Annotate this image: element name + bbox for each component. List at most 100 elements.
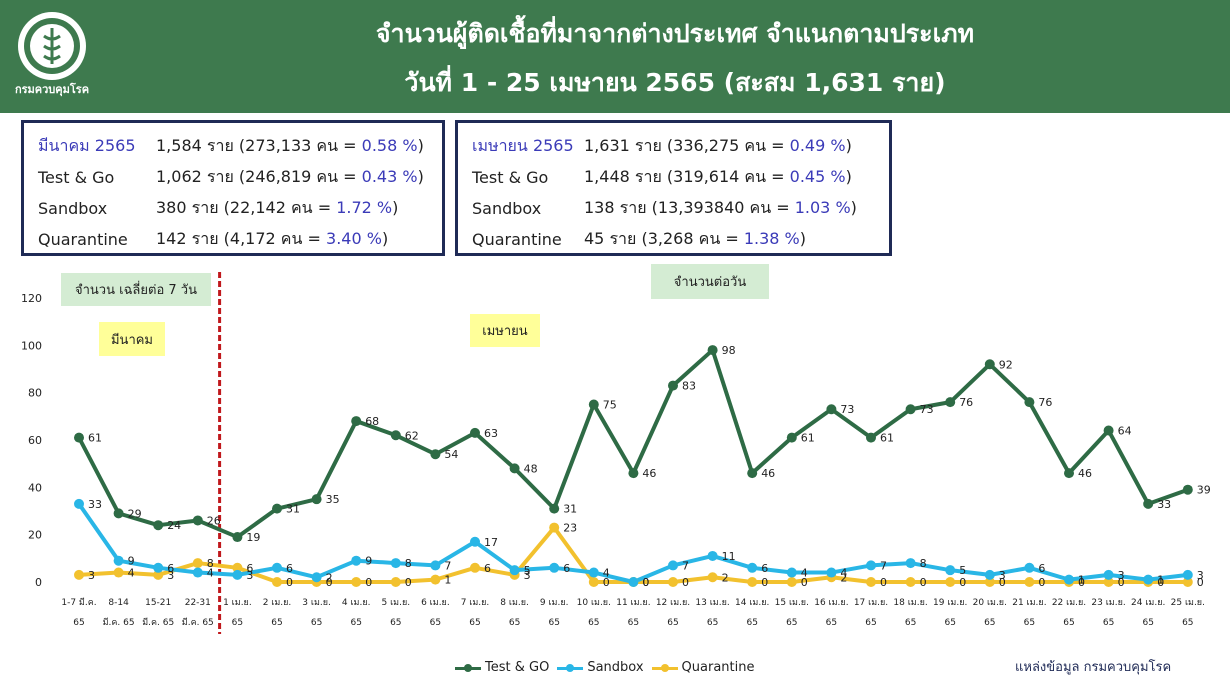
summary-row: Quarantine 45 ราย (3,268 คน = 1.38 %) bbox=[472, 224, 875, 255]
data-point bbox=[747, 577, 758, 587]
y-tick-label: 40 bbox=[28, 481, 42, 494]
data-point bbox=[588, 399, 599, 410]
data-point bbox=[866, 432, 876, 443]
x-tick-label: 65 bbox=[667, 618, 678, 628]
data-point bbox=[153, 520, 164, 531]
data-label: 0 bbox=[365, 576, 372, 589]
x-tick-label: 65 bbox=[905, 618, 916, 628]
summary-percent: 1.03 % bbox=[794, 198, 851, 217]
data-point bbox=[470, 427, 480, 438]
legend-label: Quarantine bbox=[681, 660, 755, 675]
x-tick-label: 65 bbox=[786, 618, 797, 628]
x-tick-label: 4 เม.ย. bbox=[342, 598, 371, 608]
data-point bbox=[390, 430, 401, 441]
data-label: 61 bbox=[880, 432, 894, 445]
data-point bbox=[153, 569, 164, 580]
summary-label: มีนาคม 2565 bbox=[38, 136, 136, 155]
data-label: 6 bbox=[167, 562, 174, 575]
data-point bbox=[74, 569, 84, 580]
x-tick-label: 1-7 มี.ค. bbox=[61, 597, 96, 608]
data-label: 3 bbox=[246, 569, 253, 582]
data-label: 7 bbox=[880, 559, 887, 572]
data-label: 33 bbox=[1157, 498, 1171, 511]
y-tick-label: 100 bbox=[21, 339, 42, 352]
data-label: 0 bbox=[880, 576, 887, 589]
data-label: 9 bbox=[128, 555, 135, 568]
data-label: 0 bbox=[761, 576, 768, 589]
data-point bbox=[192, 515, 203, 526]
summary-value: 380 ราย (22,142 คน = 1.72 %) bbox=[156, 196, 428, 221]
data-point bbox=[945, 397, 956, 408]
data-point bbox=[153, 562, 164, 573]
data-point bbox=[192, 567, 203, 578]
data-label: 76 bbox=[1038, 396, 1052, 409]
x-tick-label: 11 เม.ย. bbox=[616, 598, 650, 608]
x-tick-label: 65 bbox=[430, 618, 441, 628]
data-label: 8 bbox=[920, 557, 927, 570]
x-tick-label: 16 เม.ย. bbox=[814, 598, 848, 608]
data-point bbox=[272, 562, 282, 573]
data-point bbox=[351, 555, 362, 566]
data-label: 4 bbox=[603, 567, 610, 580]
x-tick-label: 1 เม.ย. bbox=[223, 598, 252, 608]
data-label: 61 bbox=[88, 432, 102, 445]
x-tick-label: 65 bbox=[1142, 618, 1153, 628]
data-point bbox=[311, 572, 322, 583]
x-tick-label: 65 bbox=[73, 618, 84, 628]
summary-label: Quarantine bbox=[38, 230, 128, 249]
data-label: 0 bbox=[1157, 576, 1164, 589]
data-point bbox=[74, 432, 84, 443]
data-point bbox=[984, 569, 995, 580]
data-point bbox=[1103, 569, 1114, 580]
data-label: 2 bbox=[840, 571, 847, 584]
data-point bbox=[74, 498, 84, 509]
data-label: 2 bbox=[326, 571, 333, 584]
data-label: 31 bbox=[286, 503, 300, 516]
data-label: 0 bbox=[959, 576, 966, 589]
x-tick-label: 2 เม.ย. bbox=[263, 598, 292, 608]
data-label: 4 bbox=[840, 567, 847, 580]
summary-close: ) bbox=[417, 136, 424, 155]
data-point bbox=[351, 577, 362, 587]
x-tick-label: 22-31 bbox=[185, 598, 211, 608]
summary-value: 45 ราย (3,268 คน = 1.38 %) bbox=[584, 227, 875, 252]
data-label: 75 bbox=[603, 399, 617, 412]
data-point bbox=[668, 577, 678, 587]
summary-percent: 3.40 % bbox=[326, 229, 382, 248]
y-tick-label: 80 bbox=[28, 387, 42, 400]
summary-close: ) bbox=[845, 136, 852, 155]
summary-label: Test & Go bbox=[472, 168, 549, 187]
data-label: 5 bbox=[959, 564, 966, 577]
summary-label: เมษายน 2565 bbox=[472, 136, 574, 155]
x-tick-label: 5 เม.ย. bbox=[382, 598, 411, 608]
x-tick-label: 65 bbox=[1024, 618, 1035, 628]
x-tick-label: 17 เม.ย. bbox=[854, 598, 888, 608]
summary-value: 138 ราย (13,393840 คน = 1.03 %) bbox=[584, 196, 875, 221]
legend-label: Sandbox bbox=[587, 660, 644, 675]
data-label: 9 bbox=[365, 555, 372, 568]
data-point bbox=[668, 560, 678, 571]
summary-row: Quarantine 142 ราย (4,172 คน = 3.40 %) bbox=[38, 224, 428, 255]
x-tick-label: 65 bbox=[1063, 618, 1074, 628]
data-label: 54 bbox=[444, 448, 458, 461]
x-tick-label: มี.ค. 65 bbox=[142, 617, 174, 628]
y-tick-label: 60 bbox=[28, 434, 42, 447]
data-label: 0 bbox=[642, 576, 649, 589]
data-label: 0 bbox=[1118, 576, 1125, 589]
data-label: 0 bbox=[801, 576, 808, 589]
data-label: 11 bbox=[722, 550, 736, 563]
legend-swatch bbox=[651, 662, 678, 674]
data-point bbox=[588, 567, 599, 578]
data-point bbox=[826, 404, 837, 415]
summary-percent: 1.72 % bbox=[336, 198, 393, 217]
data-label: 8 bbox=[405, 557, 412, 570]
summary-value: 1,584 ราย (273,133 คน = 0.58 %) bbox=[156, 134, 428, 159]
data-label: 29 bbox=[128, 507, 142, 520]
data-point bbox=[786, 432, 797, 443]
x-tick-label: 8 เม.ย. bbox=[500, 598, 529, 608]
data-label: 31 bbox=[563, 503, 577, 516]
data-label: 3 bbox=[999, 569, 1006, 582]
data-label: 1 bbox=[1078, 574, 1085, 587]
data-point bbox=[945, 577, 956, 587]
